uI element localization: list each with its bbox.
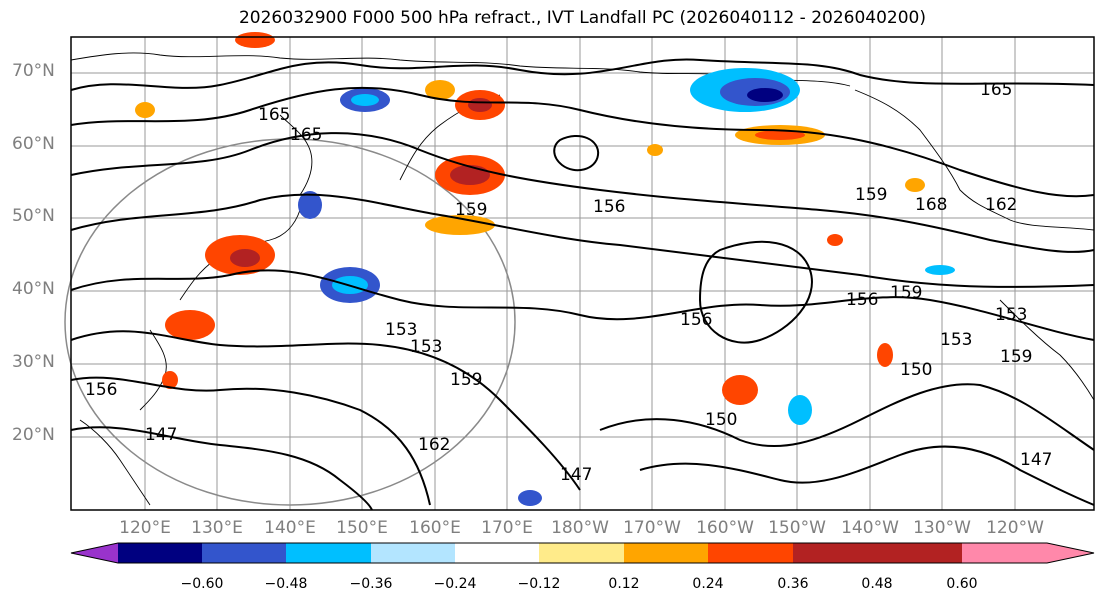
contour-label: 147 <box>560 465 592 485</box>
colorbar-segment <box>624 543 708 563</box>
contour-label: 156 <box>85 380 117 400</box>
lat-label: 70°N <box>12 61 55 81</box>
colorbar-segment <box>877 543 962 563</box>
colorbar-extend-high <box>962 543 1094 563</box>
lat-label: 60°N <box>12 134 55 154</box>
contour-label: 153 <box>410 337 442 357</box>
height-contours <box>70 58 1095 511</box>
contour-label: 159 <box>855 185 887 205</box>
lon-label: 150°E <box>336 518 388 538</box>
colorbar-segment <box>286 543 371 563</box>
colorbar-segment <box>539 543 624 563</box>
lon-label: 150°W <box>768 518 826 538</box>
map-title: 2026032900 F000 500 hPa refract., IVT La… <box>238 8 926 28</box>
colorbar-segment <box>793 543 877 563</box>
colorbar-segment <box>371 543 455 563</box>
colorbar-segment <box>202 543 286 563</box>
lon-label: 140°W <box>841 518 899 538</box>
landfall-region-circle <box>64 138 516 506</box>
colorbar-tick-label: 0.36 <box>777 576 809 592</box>
contour-label: 159 <box>450 370 482 390</box>
colorbar-tick-label: 0.60 <box>946 576 978 592</box>
colorbar-segment <box>118 543 202 563</box>
contour-label: 153 <box>385 320 417 340</box>
contour-label: 153 <box>940 330 972 350</box>
colorbar-tick-label: −0.24 <box>433 576 477 592</box>
contour-label: 159 <box>890 283 922 303</box>
colorbar-segment <box>455 543 539 563</box>
colorbar-tick-label: −0.36 <box>349 576 393 592</box>
contour-label: 165 <box>980 80 1012 100</box>
contour-label: 159 <box>1000 347 1032 367</box>
lon-label: 180°W <box>551 518 609 538</box>
contour-label: 156 <box>846 290 878 310</box>
lat-label: 20°N <box>12 425 55 445</box>
lon-label: 130°E <box>191 518 243 538</box>
contour-label: 153 <box>995 305 1027 325</box>
contour-label: 162 <box>985 195 1017 215</box>
contour-labels: 165 165 165 159 156 156 159 153 153 159 … <box>85 80 1052 485</box>
lon-label: 170°E <box>481 518 533 538</box>
contour-label: 150 <box>705 410 737 430</box>
contour-label: 165 <box>258 105 290 125</box>
colorbar-extend-low <box>71 543 118 563</box>
contour-label: 147 <box>1020 450 1052 470</box>
contour-label: 168 <box>915 195 947 215</box>
lat-label: 50°N <box>12 206 55 226</box>
lon-label: 120°W <box>986 518 1044 538</box>
contour-label: 162 <box>418 435 450 455</box>
contour-label: 156 <box>680 310 712 330</box>
lat-label: 30°N <box>12 352 55 372</box>
lon-label: 170°W <box>623 518 681 538</box>
colorbar-tick-label: −0.60 <box>180 576 224 592</box>
lon-label: 140°E <box>264 518 316 538</box>
colorbar-tick-label: 0.24 <box>692 576 724 592</box>
map-frame <box>70 36 1095 511</box>
contour-label: 147 <box>145 425 177 445</box>
coastlines <box>70 52 1095 506</box>
colorbar-tick-label: −0.12 <box>517 576 561 592</box>
lat-label: 40°N <box>12 279 55 299</box>
contour-label: 159 <box>455 200 487 220</box>
contour-label: 150 <box>900 360 932 380</box>
colorbar-tick-label: 0.12 <box>608 576 640 592</box>
colorbar-segment <box>708 543 793 563</box>
colorbar <box>70 542 1095 564</box>
lon-label: 160°E <box>409 518 461 538</box>
lon-label: 130°W <box>913 518 971 538</box>
colorbar-tick-label: 0.48 <box>861 576 893 592</box>
colorbar-tick-label: −0.48 <box>264 576 308 592</box>
lon-label: 160°W <box>696 518 754 538</box>
contour-label: 156 <box>593 197 625 217</box>
contour-label: 165 <box>290 125 322 145</box>
lon-label: 120°E <box>119 518 171 538</box>
